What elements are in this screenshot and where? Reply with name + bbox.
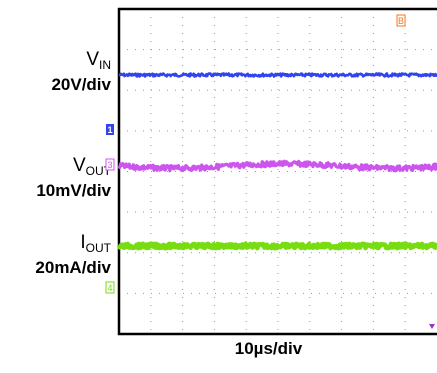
iout-label: IOUT 20mA/div — [35, 233, 111, 277]
channel-1-marker-label: 1 — [107, 125, 112, 135]
vout-label: VOUT 10mV/div — [36, 156, 111, 200]
time-indicator-arrow — [429, 324, 435, 329]
vout-name: VOUT — [72, 155, 111, 178]
channel-4-marker — [105, 281, 115, 294]
trace-vout — [117, 159, 437, 173]
vout-scale: 10mV/div — [36, 181, 111, 200]
iout-scale: 20mA/div — [35, 258, 111, 277]
trace-vin — [118, 72, 437, 78]
vin-name: VIN — [86, 49, 111, 72]
plot-frame — [117, 7, 437, 336]
vin-label: VIN 20V/div — [51, 50, 111, 94]
x-axis-label: 10µs/div — [234, 339, 303, 358]
trace-iout — [116, 241, 437, 251]
channel-3-marker-label: 3 — [107, 160, 112, 170]
channel-3-marker — [105, 158, 115, 171]
iout-name: IOUT — [80, 232, 111, 255]
channel-4-marker-label: 4 — [107, 283, 112, 293]
trigger-marker — [396, 14, 406, 27]
channel-1-marker — [106, 124, 114, 135]
trigger-marker-label: B — [398, 16, 404, 26]
iout-end-dot — [431, 242, 437, 250]
vout-end-dot — [431, 162, 437, 170]
vin-scale: 20V/div — [51, 75, 111, 94]
